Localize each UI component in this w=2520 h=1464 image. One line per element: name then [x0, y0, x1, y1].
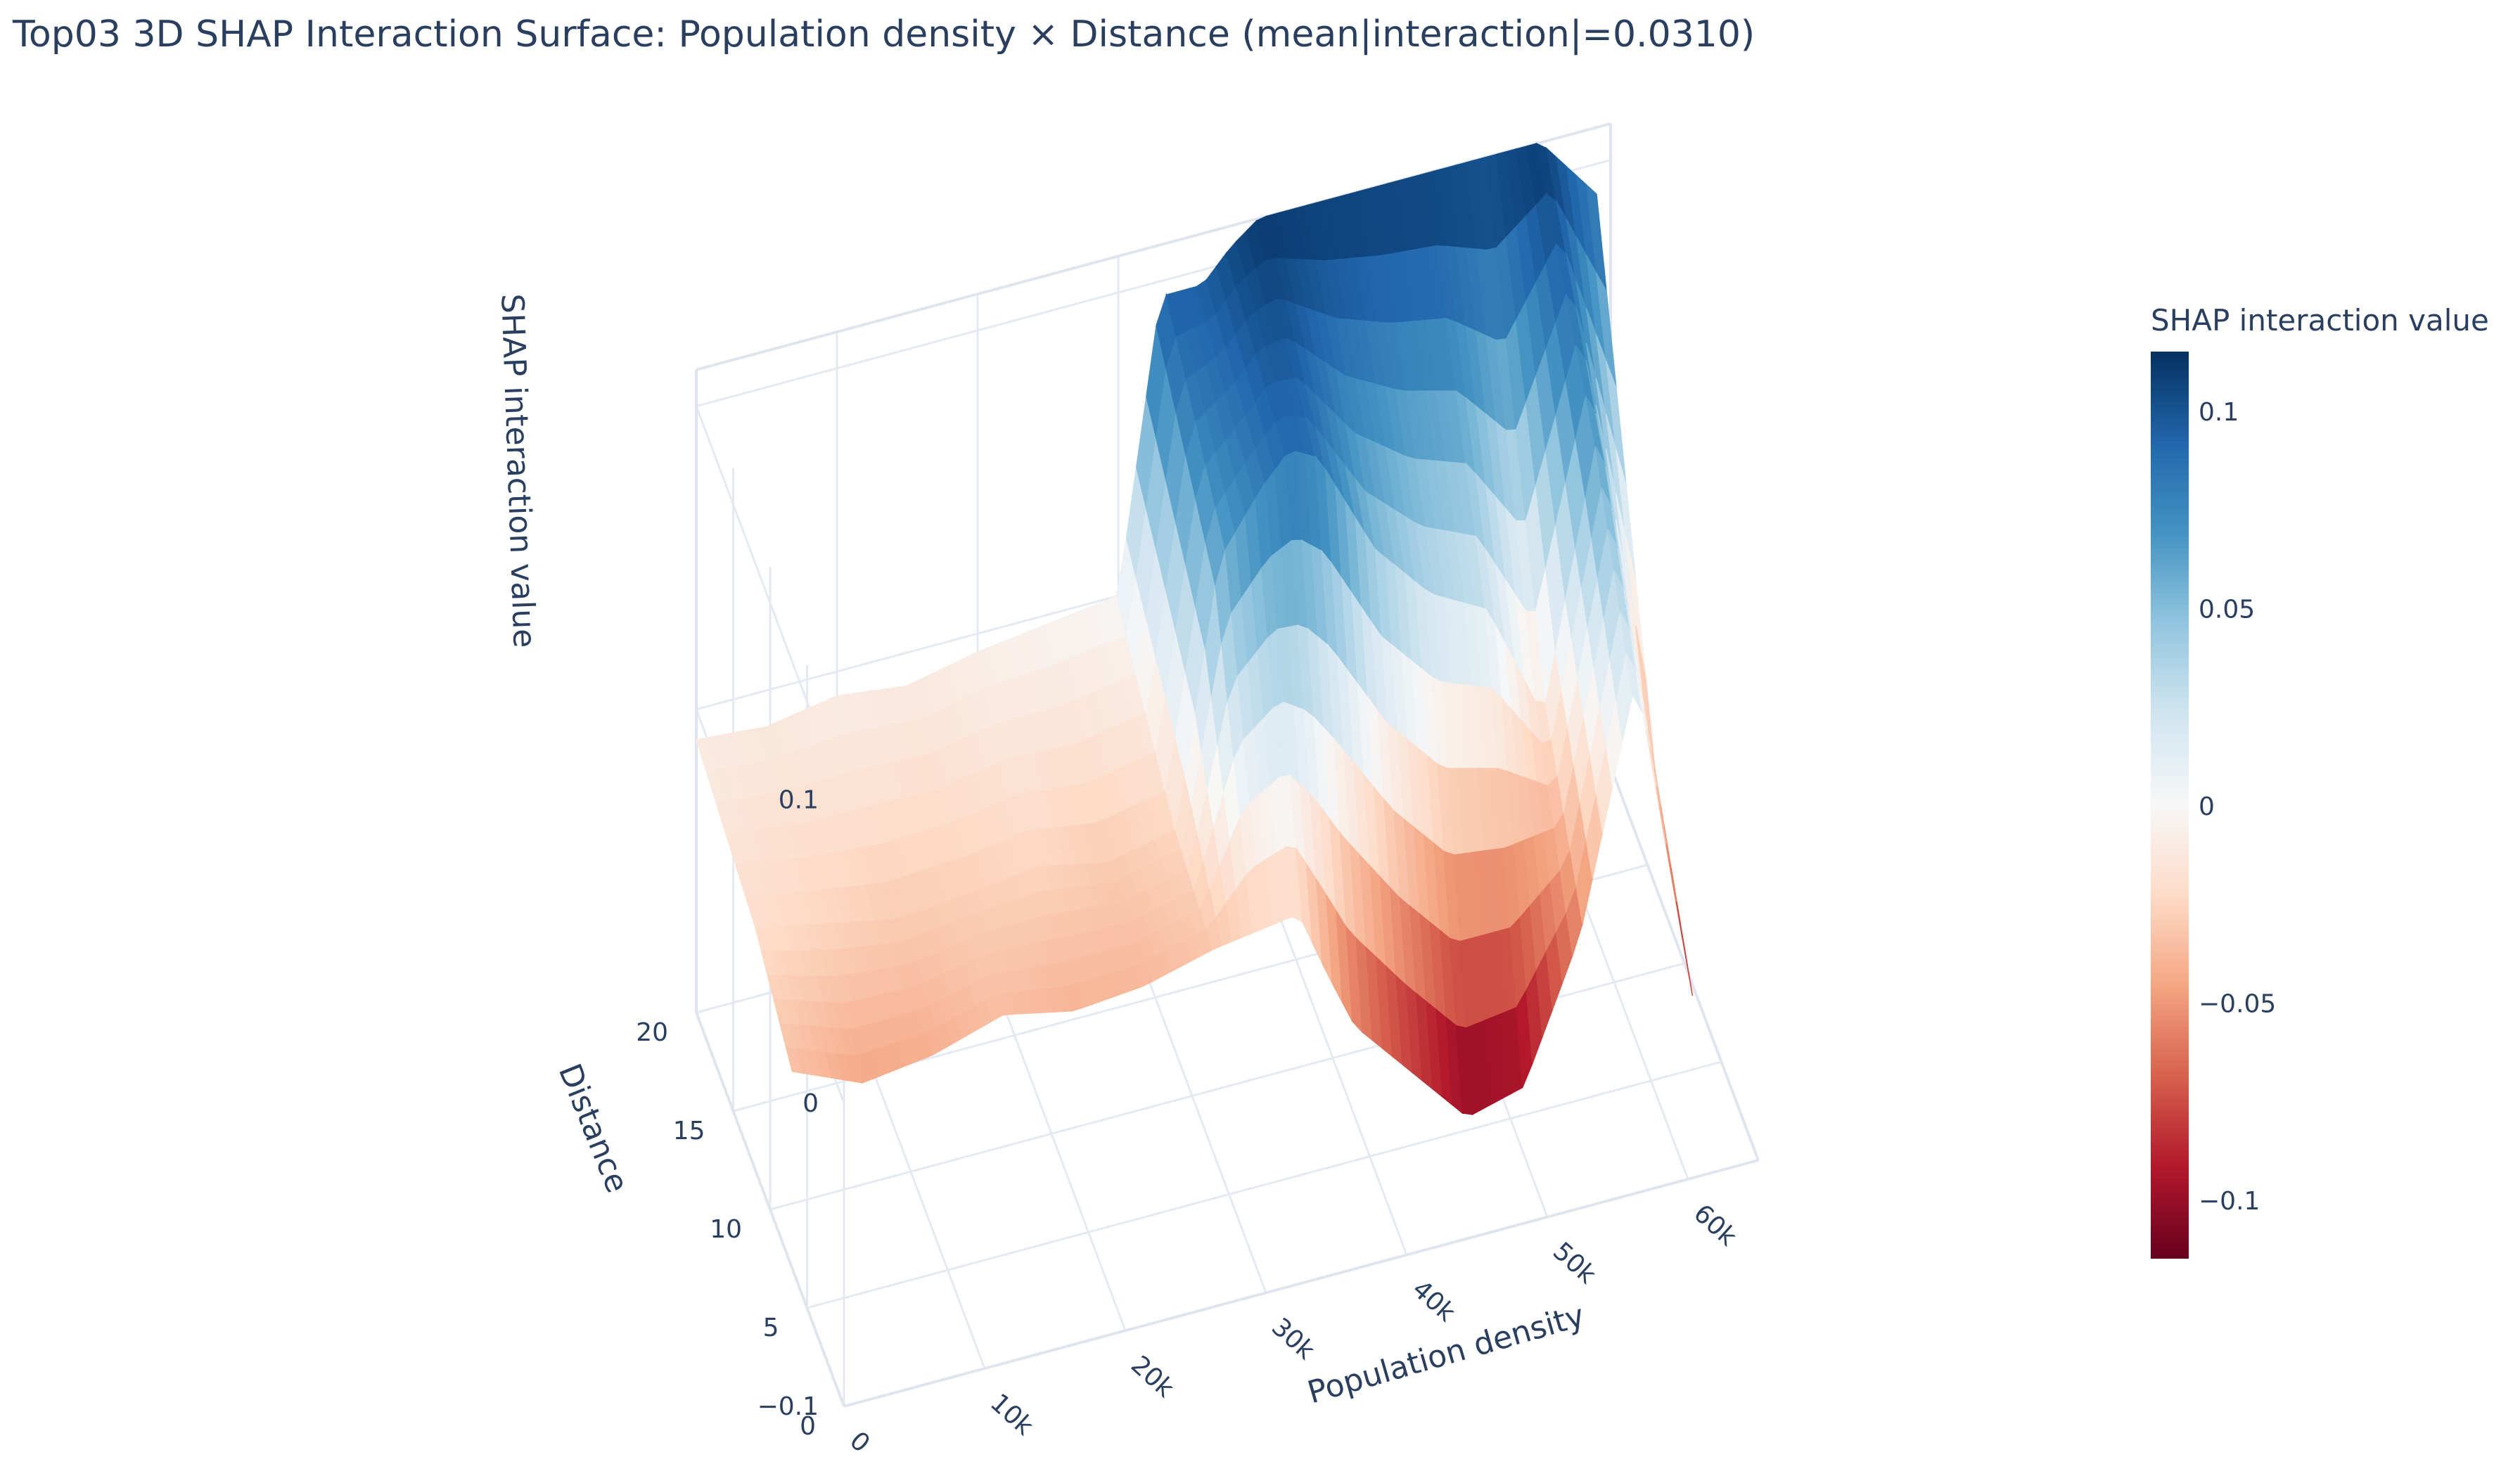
surface-patch: [1675, 901, 1694, 996]
x-tick-label: 30k: [1266, 1313, 1320, 1366]
axis-box-edge: [695, 1012, 845, 1407]
colorbar-tick-label: −0.1: [2199, 1187, 2260, 1216]
colorbar: [2151, 352, 2189, 1259]
colorbar-title: SHAP interaction value: [2151, 303, 2489, 338]
colorbar-ticks: −0.1 −0.05 0 0.05 0.1: [2199, 398, 2276, 1216]
z-tick-label: 0: [802, 1089, 819, 1118]
axis-box-edge: [1609, 766, 1760, 1161]
z-axis-ticks: −0.1 0 0.1: [757, 786, 819, 1421]
y-axis-ticks: 0 5 10 15 20: [636, 1018, 816, 1441]
surface: [696, 142, 1694, 1116]
x-tick-label: 0: [844, 1426, 875, 1458]
y-tick-label: 20: [636, 1018, 668, 1047]
y-tick-label: 10: [710, 1215, 742, 1244]
z-tick-label: −0.1: [757, 1392, 819, 1421]
y-tick-label: 15: [673, 1117, 705, 1145]
z-axis-title: SHAP interaction value: [494, 293, 542, 648]
x-tick-label: 60k: [1688, 1199, 1742, 1252]
x-axis-ticks: 0 10k 20k 30k 40k 50k 60k: [844, 1199, 1742, 1458]
x-tick-label: 20k: [1125, 1351, 1179, 1404]
colorbar-tick-label: −0.05: [2199, 989, 2276, 1018]
grid-line-y-floor: [807, 1060, 1722, 1309]
chart-title: Top03 3D SHAP Interaction Surface: Popul…: [12, 13, 1755, 56]
colorbar-tick-label: 0: [2199, 792, 2215, 821]
x-tick-label: 50k: [1547, 1237, 1601, 1290]
z-tick-label: 0.1: [779, 786, 819, 815]
axis-box-edge: [843, 1159, 1759, 1408]
x-tick-label: 40k: [1407, 1275, 1461, 1328]
colorbar-tick-label: 0.1: [2199, 398, 2239, 427]
y-axis-title: Distance: [551, 1059, 635, 1198]
y-tick-label: 5: [763, 1314, 779, 1342]
x-tick-label: 10k: [985, 1388, 1039, 1441]
colorbar-tick-label: 0.05: [2199, 596, 2255, 624]
y-tick-label: 0: [800, 1412, 816, 1441]
